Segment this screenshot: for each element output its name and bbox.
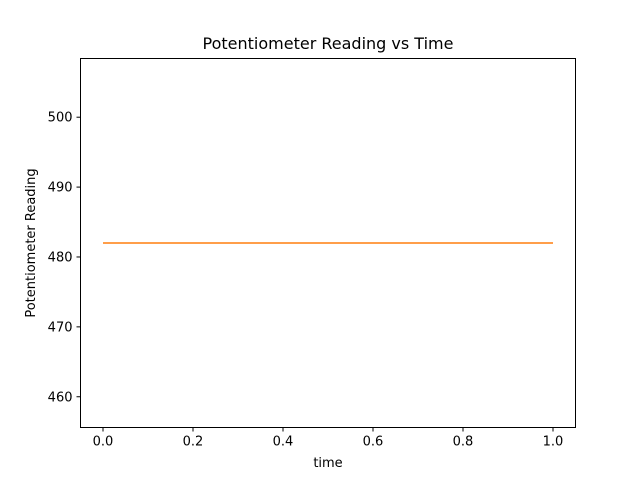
x-tick-label: 0.4 bbox=[273, 435, 294, 450]
x-tick-label: 0.0 bbox=[93, 435, 114, 450]
plot-area: 0.0 0.2 0.4 0.6 0.8 1.0 460 470 480 490 500 bbox=[48, 111, 564, 450]
y-tick-label: 490 bbox=[48, 181, 73, 196]
y-tick-label: 460 bbox=[48, 390, 73, 405]
y-tick-label: 500 bbox=[48, 111, 73, 126]
y-axis-label: Potentiometer Reading bbox=[24, 168, 39, 317]
x-axis-label: time bbox=[313, 456, 342, 471]
x-tick-label: 0.2 bbox=[183, 435, 204, 450]
y-tick-label: 480 bbox=[48, 250, 73, 265]
x-tick-label: 1.0 bbox=[543, 435, 564, 450]
x-tick-label: 0.8 bbox=[453, 435, 474, 450]
x-tick-label: 0.6 bbox=[363, 435, 384, 450]
y-tick-label: 470 bbox=[48, 320, 73, 335]
chart-title: Potentiometer Reading vs Time bbox=[203, 34, 454, 53]
plot-frame bbox=[80, 58, 576, 428]
